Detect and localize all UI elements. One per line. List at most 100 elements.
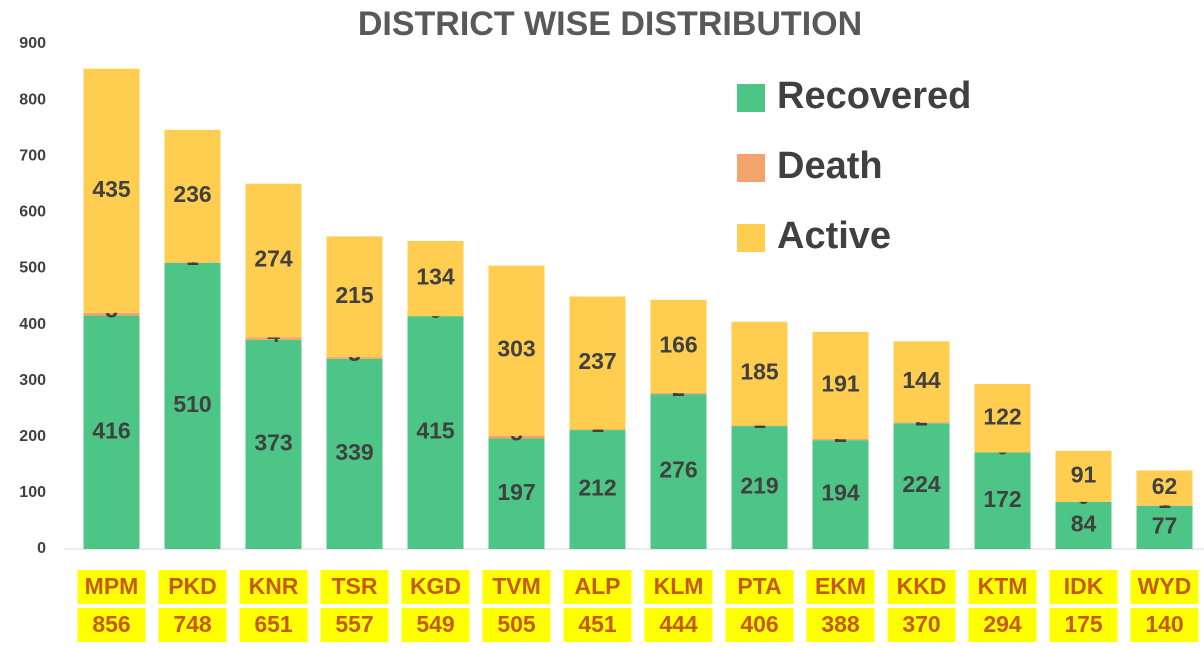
x-total-label: 406 <box>740 611 778 637</box>
data-label: 416 <box>92 417 130 443</box>
bar-segment <box>812 440 869 549</box>
legend-swatch <box>737 84 765 112</box>
bar-segment <box>164 262 221 263</box>
y-tick-label: 400 <box>19 316 46 333</box>
data-label: 415 <box>416 418 455 444</box>
data-label: 510 <box>173 391 211 417</box>
bar-segment <box>164 129 221 263</box>
bar-segment <box>83 312 140 316</box>
label-highlight <box>401 608 470 642</box>
bar-segment <box>974 384 1031 453</box>
legend-swatch <box>737 154 765 182</box>
data-label: 219 <box>740 473 778 499</box>
bar-segment <box>488 265 545 436</box>
label-highlight <box>158 608 227 642</box>
bar-segment <box>731 426 788 549</box>
data-label: 62 <box>1152 473 1178 499</box>
data-label: 224 <box>902 471 941 497</box>
bar-segment <box>893 341 950 423</box>
bar-segment <box>245 337 302 340</box>
label-highlight <box>401 570 470 604</box>
label-highlight <box>644 608 713 642</box>
data-label: 212 <box>578 475 616 501</box>
data-label: 373 <box>254 429 292 455</box>
y-tick-label: 200 <box>19 428 46 445</box>
x-total-label: 856 <box>92 611 130 637</box>
x-tick-label: KGD <box>410 573 461 599</box>
x-tick-label: PKD <box>168 573 217 599</box>
label-highlight <box>725 570 794 604</box>
x-total-label: 651 <box>254 611 293 637</box>
x-tick-label: KNR <box>249 573 299 599</box>
data-label: 276 <box>659 457 697 483</box>
data-label: 236 <box>173 181 211 207</box>
bar-segment <box>164 262 221 549</box>
data-label: 172 <box>983 486 1021 512</box>
y-tick-label: 900 <box>19 35 46 52</box>
label-highlight <box>1049 570 1118 604</box>
data-label: 77 <box>1152 512 1178 538</box>
bar-segment <box>974 452 1031 549</box>
data-label: 122 <box>983 403 1021 429</box>
data-label: 91 <box>1071 461 1097 487</box>
label-highlight <box>644 570 713 604</box>
x-total-label: 370 <box>902 611 940 637</box>
bar-segment <box>1055 501 1112 549</box>
y-tick-label: 500 <box>19 260 46 277</box>
y-tick-label: 0 <box>37 540 46 557</box>
data-label: 134 <box>416 264 455 290</box>
data-label: 339 <box>335 439 373 465</box>
bar-segment <box>407 316 464 549</box>
x-total-label: 175 <box>1064 611 1103 637</box>
legend-label: Active <box>777 215 891 257</box>
y-tick-label: 700 <box>19 147 46 164</box>
bar-segment <box>1055 450 1112 502</box>
label-highlight <box>320 608 389 642</box>
legend-label: Death <box>777 145 883 187</box>
x-tick-label: IDK <box>1064 573 1104 599</box>
label-highlight <box>887 570 956 604</box>
label-highlight <box>239 608 308 642</box>
bar-segment <box>812 331 869 440</box>
label-highlight <box>806 608 875 642</box>
x-tick-label: EKM <box>815 573 866 599</box>
bar-segment <box>893 422 950 424</box>
bar-segment <box>83 315 140 549</box>
bar-segment <box>488 435 545 439</box>
data-label: 166 <box>659 332 697 358</box>
label-highlight <box>158 570 227 604</box>
label-highlight <box>968 570 1037 604</box>
bar-segment <box>812 439 869 441</box>
label-highlight <box>77 570 146 604</box>
data-label: 191 <box>821 371 860 397</box>
label-highlight <box>1130 570 1199 604</box>
data-label: 144 <box>902 367 941 393</box>
bar-segment <box>326 358 383 549</box>
label-highlight <box>563 570 632 604</box>
x-tick-label: MPM <box>85 573 139 599</box>
bar-segment <box>245 183 302 338</box>
x-total-label: 557 <box>335 611 373 637</box>
bar-segment <box>488 438 545 549</box>
data-label: 435 <box>92 176 131 202</box>
label-highlight <box>1049 608 1118 642</box>
data-label: 274 <box>254 246 293 272</box>
bar-segment <box>326 357 383 359</box>
label-highlight <box>806 570 875 604</box>
x-total-label: 388 <box>821 611 860 637</box>
legend-swatch <box>737 224 765 252</box>
chart-title: DISTRICT WISE DISTRIBUTION <box>358 5 862 43</box>
y-tick-label: 600 <box>19 204 46 221</box>
bar-segment <box>1136 470 1193 506</box>
x-tick-label: KKD <box>897 573 947 599</box>
bar-segment <box>650 299 707 394</box>
x-tick-label: PTA <box>737 573 781 599</box>
data-label: 215 <box>335 282 374 308</box>
data-label: 303 <box>497 336 535 362</box>
label-highlight <box>320 570 389 604</box>
label-highlight <box>725 608 794 642</box>
x-tick-label: TSR <box>332 573 378 599</box>
y-tick-label: 800 <box>19 91 46 108</box>
bar-segment <box>1136 505 1193 506</box>
